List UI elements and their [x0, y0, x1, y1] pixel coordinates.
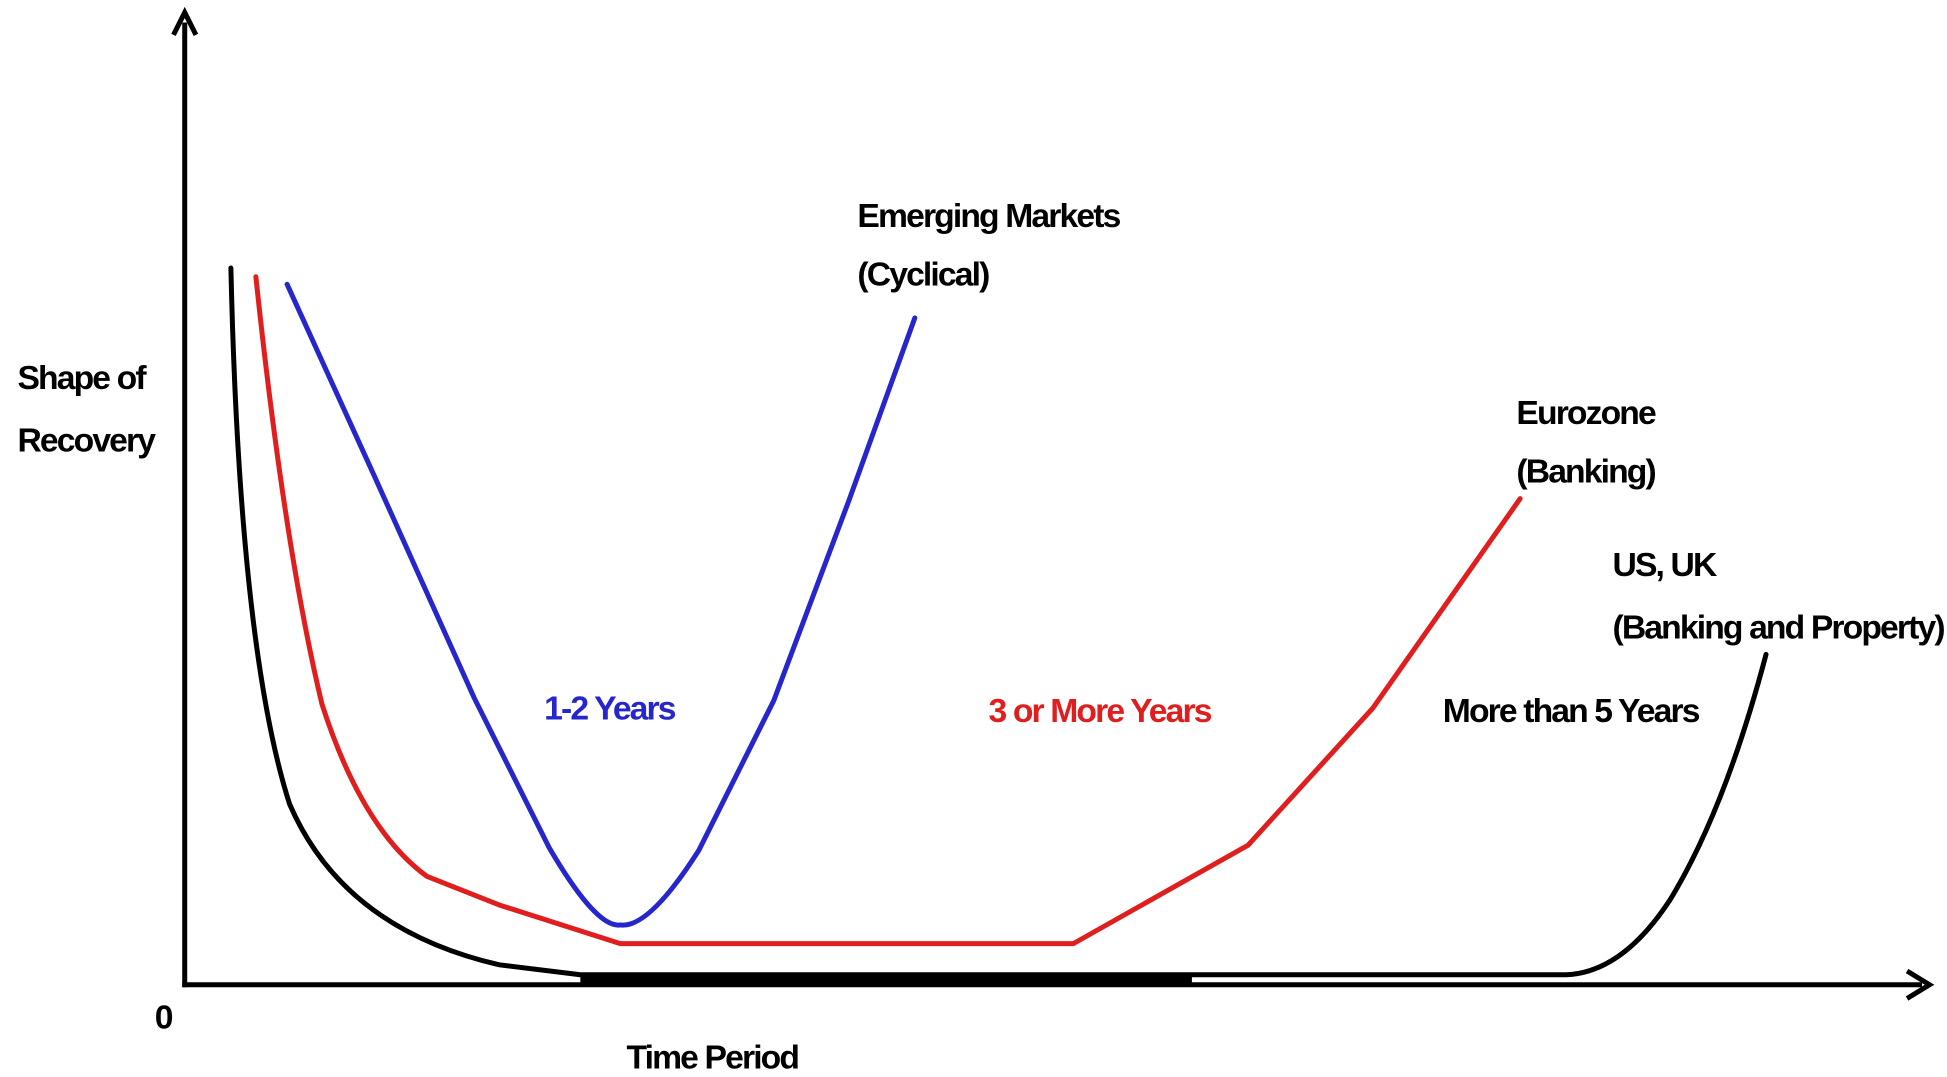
curve-label: (Banking and Property) — [1613, 609, 1945, 646]
curve-label: US, UK — [1613, 547, 1717, 584]
y-axis-label: Shape of — [17, 360, 147, 397]
curve-label: (Cyclical) — [857, 257, 989, 294]
curve-label: Emerging Markets — [857, 198, 1120, 235]
duration-label: More than 5 Years — [1443, 693, 1700, 730]
emerging-curve — [284, 281, 918, 928]
us-uk-curve — [228, 265, 1769, 978]
curve-label: (Banking) — [1516, 454, 1655, 491]
x-axis-label: Time Period — [627, 1039, 799, 1076]
x-axis-arrow — [1905, 968, 1935, 1001]
duration-label: 1-2 Years — [544, 690, 676, 727]
origin-label: 0 — [155, 1000, 173, 1037]
eurozone-curve — [253, 274, 1523, 947]
curve-label: Eurozone — [1516, 395, 1656, 432]
y-axis-label: Recovery — [17, 422, 156, 459]
duration-label: 3 or More Years — [988, 693, 1211, 730]
y-axis-arrow — [171, 6, 199, 37]
